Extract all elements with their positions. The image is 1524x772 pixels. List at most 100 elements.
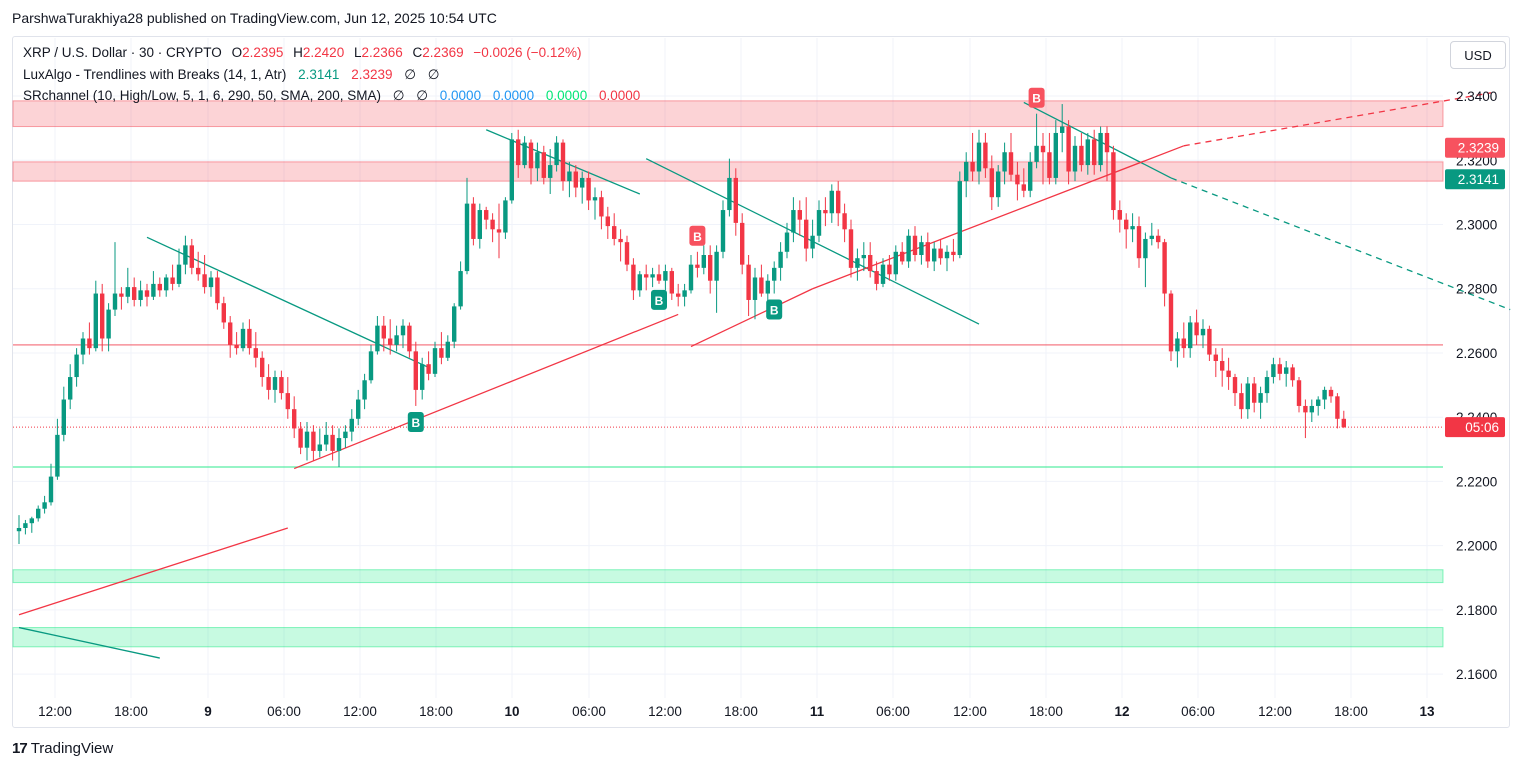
candle-body [714,251,719,281]
candle-body [176,264,182,284]
candle-body [1181,338,1186,349]
legend-change: −0.0026 (−0.12%) [473,45,582,60]
candle-body [68,377,73,400]
candle-body [471,203,476,239]
price-tick-label: 2.3000 [1456,217,1497,232]
candle-body [445,341,450,358]
candle-body [1303,405,1308,413]
candle-body [74,354,79,378]
candle-body [112,293,118,310]
candle-body [477,210,482,239]
support-trendline [812,145,1185,290]
candle-body [1175,338,1180,352]
candle-body [1079,145,1084,166]
legend-luxalgo-row[interactable]: LuxAlgo - Trendlines with Breaks (14, 1,… [23,67,442,83]
candle-body [746,264,751,300]
candle-body [861,255,866,259]
candle-layer [16,104,1346,545]
time-tick-label: 12:00 [38,704,72,719]
candle-body [413,351,418,390]
candle-body [804,219,809,249]
currency-button[interactable]: USD [1450,41,1506,69]
candle-body [1258,393,1263,403]
candle-body [36,508,41,519]
srchannel-value-3: 0.0000 [545,88,588,103]
candle-body [394,335,399,345]
resistance-trendline [1023,101,1172,179]
candle-body [1124,219,1129,230]
support-trendline [18,527,288,616]
support-trendline [1183,92,1492,147]
legend-close-label: C [412,45,423,60]
legend-srchannel-row[interactable]: SRchannel (10, High/Low, 5, 1, 6, 290, 5… [23,88,642,104]
candle-body [464,203,470,272]
candle-body [93,293,98,349]
luxalgo-indicator-name[interactable]: LuxAlgo - Trendlines with Breaks (14, 1,… [23,67,287,82]
candle-body [1335,396,1340,419]
srchannel-na-2: ∅ [416,88,429,103]
candle-body [829,190,834,214]
resistance-trendline [146,236,429,369]
candle-body [208,277,214,288]
grid-layer [13,38,1443,698]
candle-body [215,277,220,304]
time-tick-label: 06:00 [1181,704,1215,719]
candle-body [618,238,623,243]
candle-body [586,177,591,201]
candle-body [221,303,226,323]
countdown-badge-text: 05:06 [1465,420,1499,435]
price-tick-label: 2.2200 [1456,474,1497,489]
candle-body [1072,145,1078,172]
time-tick-label: 06:00 [267,704,301,719]
candle-body [484,210,489,220]
candle-body [260,357,265,378]
candle-body [1008,152,1014,175]
price-badge-upper-text: 2.3239 [1458,141,1499,156]
candle-body [816,210,822,236]
candle-body [1271,364,1276,378]
candle-body [368,351,374,381]
publisher-line: ParshwaTurakhiya28 published on TradingV… [12,10,497,26]
candle-body [157,283,162,291]
tradingview-brand[interactable]: 17 TradingView [12,740,113,757]
srchannel-indicator-name[interactable]: SRchannel (10, High/Low, 5, 1, 6, 290, 5… [23,88,381,103]
candle-body [42,502,47,509]
candle-body [279,377,284,394]
candle-body [407,325,412,352]
price-tick-label: 2.1800 [1456,603,1497,618]
candle-body [1085,139,1090,166]
candle-body [868,255,873,272]
candle-body [836,190,841,214]
candle-body [106,309,111,339]
candle-body [1117,210,1122,220]
candle-body [1053,132,1058,178]
candle-body [880,264,886,284]
candle-body [1047,152,1052,178]
price-badge-upper-box [1445,137,1505,158]
candle-body [848,229,854,268]
candle-body [1239,393,1244,410]
candle-body [842,213,847,230]
candle-body [304,431,310,448]
sr-zone-layer [12,100,1444,648]
time-tick-label: 12 [1114,704,1129,719]
candle-body [1092,139,1097,166]
time-tick-label: 12:00 [648,704,682,719]
candle-body [541,152,546,178]
candle-body [919,242,924,256]
candle-body [1066,126,1071,172]
candle-body [996,171,1001,198]
candle-body [452,306,457,342]
candle-body [292,409,297,429]
legend-symbol[interactable]: XRP / U.S. Dollar · 30 · CRYPTO [23,45,222,60]
candle-body [727,177,732,211]
candle-body [1168,293,1174,352]
candle-body [1162,242,1167,294]
candle-body [202,274,207,288]
candle-body [580,177,585,188]
legend-low-value: 2.2366 [361,45,403,60]
candle-body [16,527,22,532]
srchannel-value-4: 0.0000 [598,88,641,103]
candle-body [1296,380,1302,406]
